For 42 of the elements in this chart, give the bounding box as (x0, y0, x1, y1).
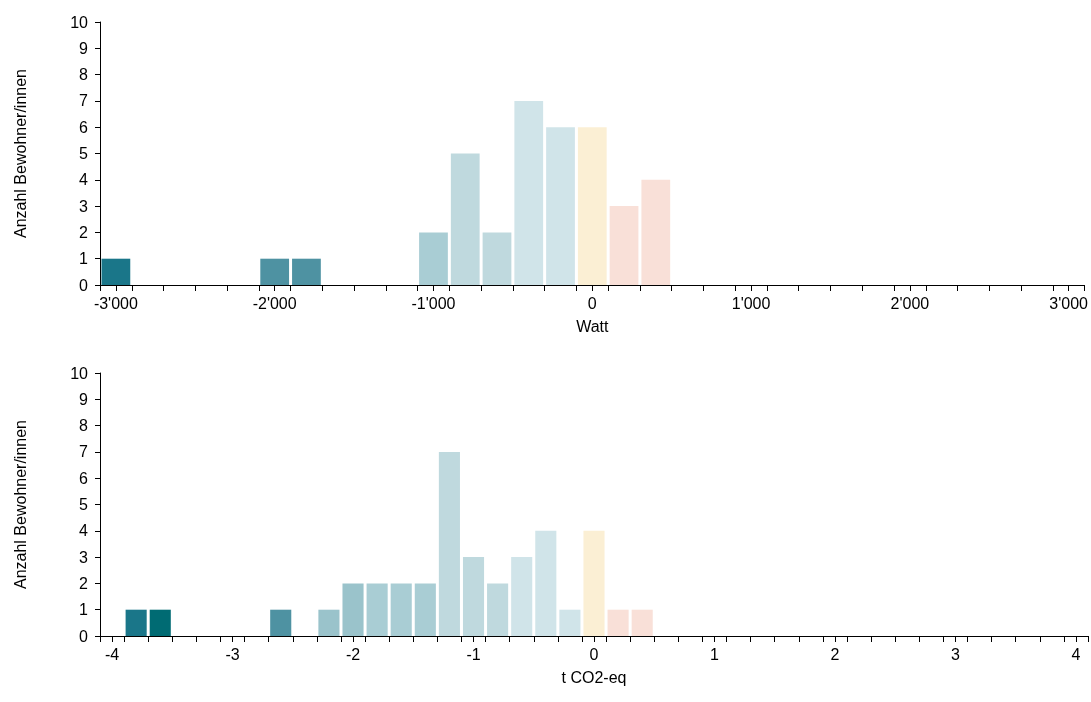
y-axis-title: Anzahl Bewohner/innen (11, 419, 29, 590)
x-tick-label: 4 (1071, 645, 1081, 663)
y-tick-label: 4 (79, 522, 89, 540)
x-tick-label: -2 (345, 645, 361, 663)
y-tick-label: 9 (79, 39, 89, 57)
x-axis-title: Watt (576, 317, 609, 335)
x-tick-label: -1'000 (411, 294, 456, 312)
y-tick-label: 2 (79, 574, 89, 592)
x-tick-label: 3 (951, 645, 961, 663)
y-tick-label: 8 (79, 66, 89, 84)
y-tick-label: 3 (79, 548, 89, 566)
x-tick-label: -3 (225, 645, 240, 663)
x-tick-label: 1'000 (731, 294, 771, 312)
y-axis-title: Anzahl Bewohner/innen (11, 68, 29, 239)
x-tick-label: 2 (830, 645, 840, 663)
y-tick-label: 10 (70, 364, 89, 382)
y-tick-label: 9 (79, 390, 89, 408)
x-tick-label: 3'000 (1049, 294, 1089, 312)
y-tick-label: 8 (79, 417, 89, 435)
y-tick-label: 5 (79, 145, 89, 162)
x-axis-title: t CO2-eq (561, 668, 627, 686)
y-tick-label: 0 (79, 627, 89, 645)
x-tick-label: 0 (587, 294, 597, 312)
y-tick-label: 4 (79, 171, 89, 189)
x-tick-label: -1 (466, 645, 481, 663)
x-tick-label: -4 (104, 645, 120, 663)
y-tick-label: 10 (70, 13, 89, 31)
y-tick-label: 1 (79, 601, 89, 619)
y-tick-label: 6 (79, 469, 89, 487)
x-tick-label: 1 (710, 645, 720, 663)
y-tick-label: 7 (79, 92, 89, 110)
x-tick-label: 0 (589, 645, 599, 663)
x-tick-label: 2'000 (890, 294, 930, 312)
y-tick-label: 7 (79, 443, 89, 461)
y-tick-label: 1 (79, 250, 89, 268)
x-tick-label: -2'000 (252, 294, 297, 312)
y-tick-label: 5 (79, 496, 89, 513)
y-tick-label: 0 (79, 276, 89, 294)
x-tick-label: -3'000 (93, 294, 138, 312)
y-tick-label: 2 (79, 223, 89, 241)
y-tick-label: 6 (79, 118, 89, 136)
y-tick-label: 3 (79, 197, 89, 215)
